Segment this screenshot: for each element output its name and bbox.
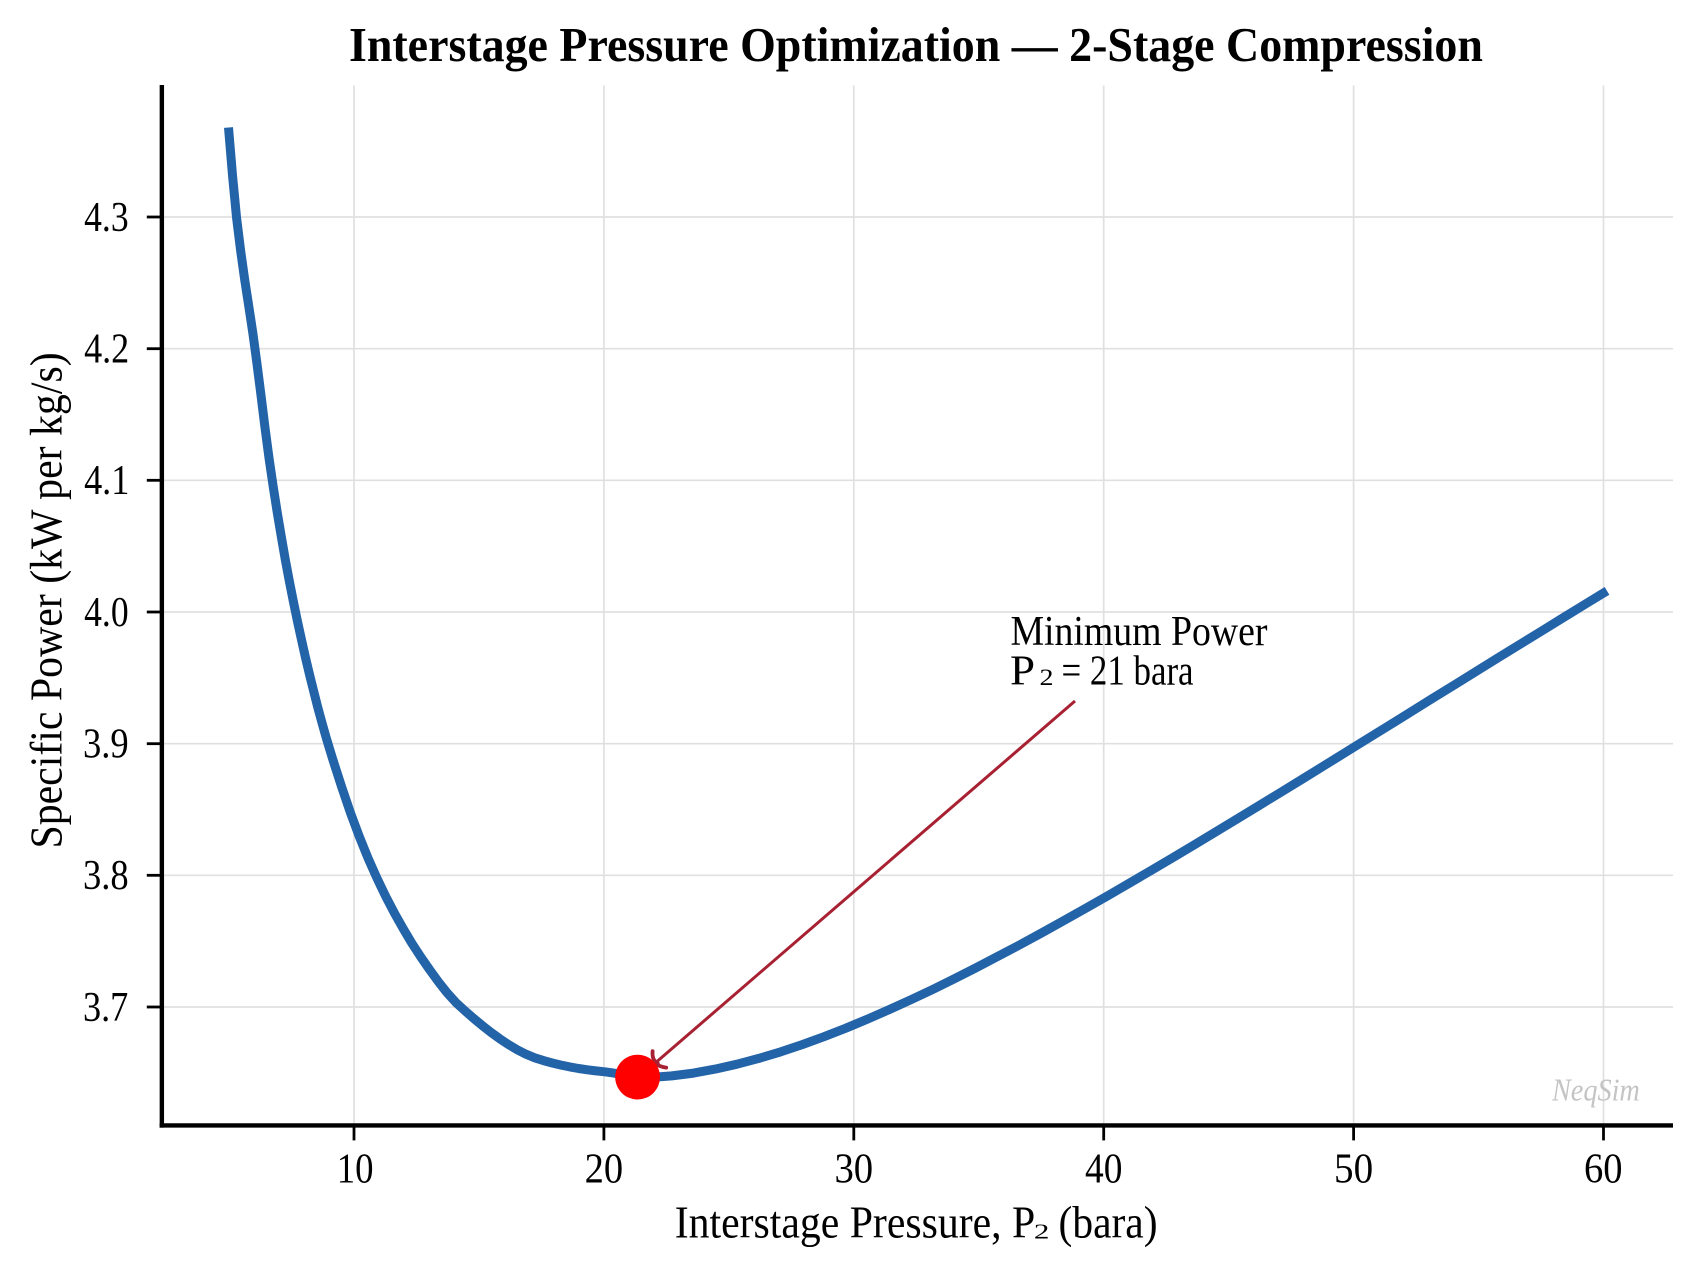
- svg-text:3.7: 3.7: [83, 984, 128, 1031]
- svg-text:3.8: 3.8: [83, 852, 129, 899]
- svg-text:Minimum Power: Minimum Power: [1010, 609, 1267, 655]
- svg-text:Specific Power (kW per kg/s): Specific Power (kW per kg/s): [20, 352, 71, 848]
- svg-text:20: 20: [585, 1145, 624, 1192]
- svg-text:4.2: 4.2: [84, 325, 129, 372]
- svg-text:P: P: [1010, 648, 1035, 694]
- svg-text:4.0: 4.0: [84, 589, 129, 636]
- svg-text:2: 2: [1040, 665, 1054, 690]
- svg-text:Interstage Pressure Optimizati: Interstage Pressure Optimization — 2-Sta…: [349, 19, 1483, 72]
- svg-text:2: 2: [1034, 1219, 1050, 1243]
- svg-text:30: 30: [834, 1145, 873, 1192]
- svg-text:10: 10: [337, 1145, 374, 1192]
- svg-text:NeqSim: NeqSim: [1551, 1072, 1640, 1107]
- svg-text:3.9: 3.9: [83, 720, 129, 767]
- svg-text:4.1: 4.1: [84, 457, 129, 504]
- svg-text:Interstage Pressure, P: Interstage Pressure, P: [675, 1197, 1036, 1248]
- svg-text:50: 50: [1334, 1145, 1373, 1192]
- svg-text:(bara): (bara): [1059, 1197, 1158, 1248]
- svg-text:4.3: 4.3: [84, 194, 129, 241]
- svg-text:60: 60: [1584, 1145, 1623, 1192]
- svg-text:40: 40: [1085, 1145, 1122, 1192]
- svg-text:= 21 bara: = 21 bara: [1062, 648, 1194, 694]
